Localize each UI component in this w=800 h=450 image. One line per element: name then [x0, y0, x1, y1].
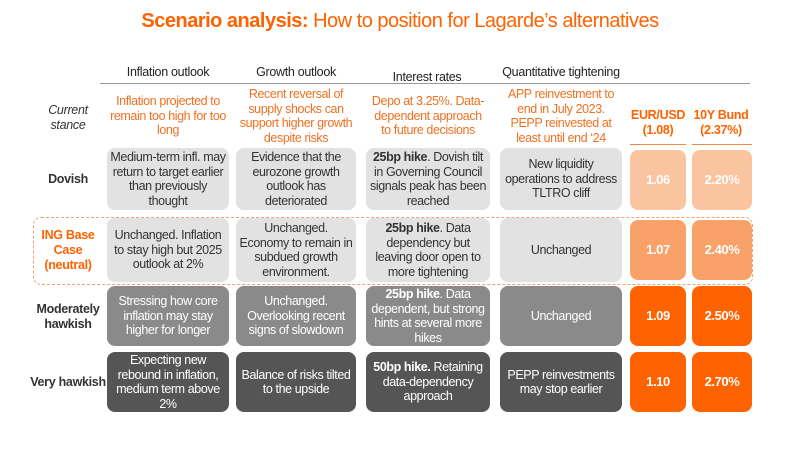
eurusd-current: (1.08) [642, 123, 674, 137]
dovish-bund: 2.20% [692, 150, 752, 210]
mod-growth: Unchanged. Overlooking recent signs of s… [236, 286, 356, 346]
dovish-rates: 25bp hike. Dovish tilt in Governing Coun… [366, 148, 490, 210]
header-divider [100, 83, 750, 84]
col-header-inflation: Inflation outlook [126, 65, 210, 79]
eurusd-label: EUR/USD [630, 108, 686, 122]
base-inflation: Unchanged. Inflation to stay high but 20… [107, 218, 229, 282]
bund-label: 10Y Bund [693, 108, 749, 122]
current-rates: Depo at 3.25%. Data-dependent approach t… [371, 94, 485, 138]
dovish-eurusd: 1.06 [630, 150, 686, 210]
very-inflation: Expecting new rebound in inflation, medi… [107, 352, 229, 412]
row-label-very-hawkish: Very hawkish [30, 374, 106, 389]
current-inflation: Inflation projected to remain too high f… [110, 94, 226, 138]
mod-bund: 2.50% [692, 286, 752, 346]
bund-header: 10Y Bund (2.37%) [690, 108, 752, 138]
bund-current: (2.37%) [700, 123, 742, 137]
very-eurusd: 1.10 [630, 352, 686, 412]
very-qt: PEPP reinvestments may stop earlier [500, 352, 622, 412]
title-bold: Scenario analysis: [141, 10, 309, 32]
rates-rest: Retaining data-dependency approach [382, 360, 483, 404]
dovish-inflation: Medium-term infl. may return to target e… [107, 148, 229, 210]
base-case-highlight [33, 217, 753, 285]
eurusd-header: EUR/USD (1.08) [630, 108, 686, 138]
base-rates: 25bp hike. Data dependency but leaving d… [366, 218, 490, 282]
row-label-dovish: Dovish [48, 171, 88, 186]
base-bund: 2.40% [692, 220, 752, 280]
rates-bold: 25bp hike [385, 221, 440, 235]
mod-qt: Unchanged [500, 286, 622, 346]
rates-rest: . Data dependent, but strong hints at se… [371, 287, 485, 345]
col-header-qt: Quantitative tightening [502, 65, 620, 79]
very-growth: Balance of risks tilted to the upside [236, 352, 356, 412]
mod-rates: 25bp hike. Data dependent, but strong hi… [366, 286, 490, 346]
page-title: Scenario analysis: How to position for L… [0, 10, 800, 33]
row-label-current: Current stance [48, 103, 88, 132]
mod-eurusd: 1.09 [630, 286, 686, 346]
current-growth: Recent reversal of supply shocks can sup… [239, 87, 353, 145]
title-rest: How to position for Lagarde’s alternativ… [308, 10, 659, 32]
mod-inflation: Stressing how core inflation may stay hi… [107, 286, 229, 346]
bund-underline [692, 144, 752, 145]
very-bund: 2.70% [692, 352, 752, 412]
rates-rest: . Data dependency but leaving door open … [375, 221, 481, 279]
row-label-moderately-hawkish: Moderately hawkish [36, 302, 100, 331]
base-qt: Unchanged [500, 218, 622, 282]
rates-bold: 50bp hike. [373, 360, 431, 375]
col-header-growth: Growth outlook [256, 65, 336, 79]
rates-bold: 25bp hike [385, 287, 440, 301]
base-growth: Unchanged. Economy to remain in subdued … [236, 218, 356, 282]
dovish-qt: New liquidity operations to address TLTR… [500, 148, 622, 210]
rates-bold: 25bp hike [373, 150, 428, 164]
rates-rest: . Dovish tilt in Governing Council signa… [370, 150, 486, 208]
row-label-base: ING Base Case (neutral) [41, 227, 95, 272]
dovish-growth: Evidence that the eurozone growth outloo… [236, 148, 356, 210]
current-qt: APP reinvestment to end in July 2023. PE… [507, 87, 615, 145]
very-rates: 50bp hike. Retaining data-dependency app… [366, 352, 490, 412]
col-header-rates: Interest rates [392, 70, 462, 84]
base-eurusd: 1.07 [630, 220, 686, 280]
eurusd-underline [630, 144, 686, 145]
